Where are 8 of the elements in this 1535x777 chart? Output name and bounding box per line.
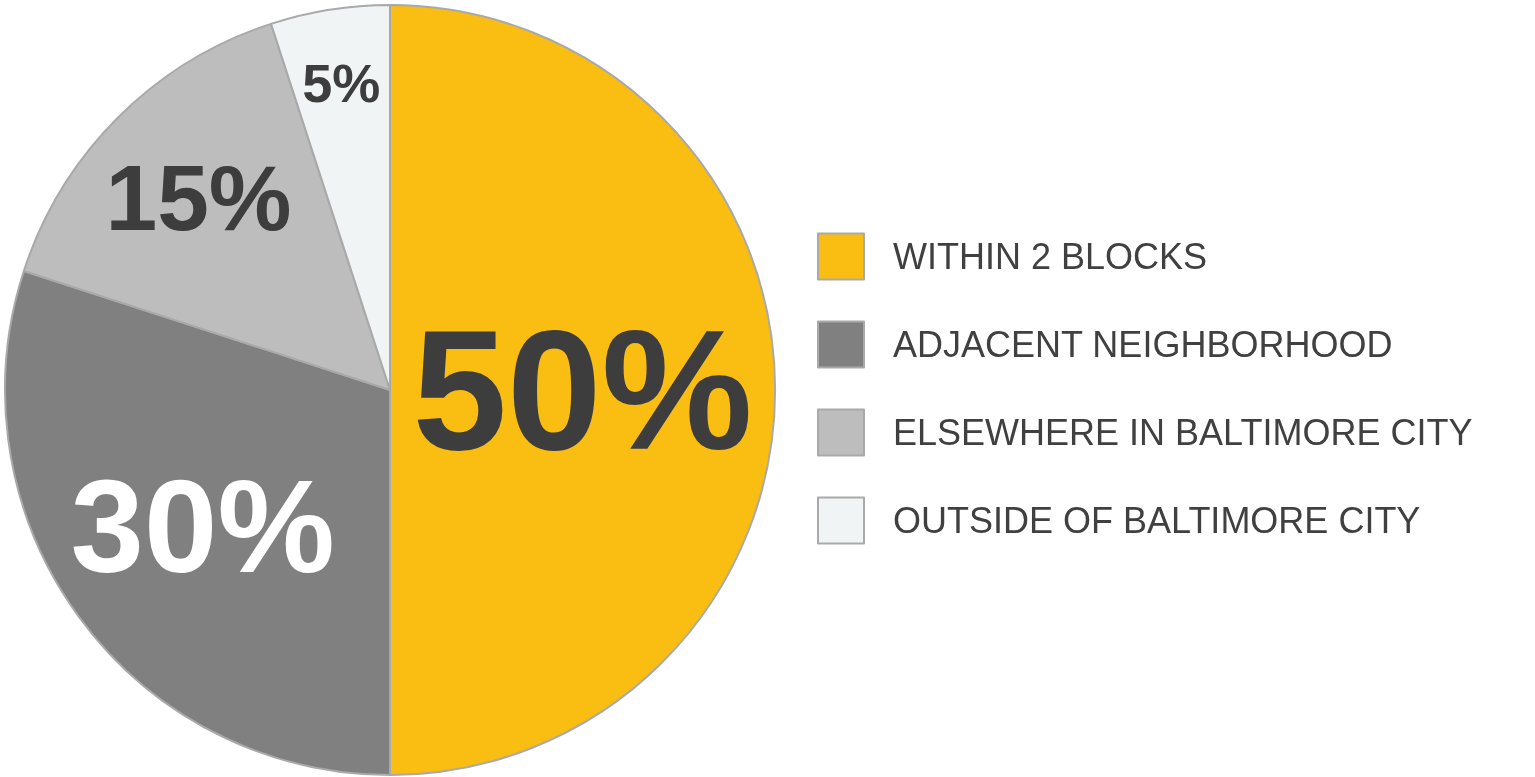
data-label: 15% [105, 146, 292, 251]
legend-label: OUTSIDE OF BALTIMORE CITY [893, 500, 1421, 541]
data-label: 30% [70, 452, 335, 600]
data-label: 5% [302, 52, 381, 113]
data-label: 50% [412, 295, 753, 485]
legend-label: ELSEWHERE IN BALTIMORE CITY [893, 412, 1473, 453]
legend-label: WITHIN 2 BLOCKS [893, 236, 1208, 277]
legend-label: ADJACENT NEIGHBORHOOD [893, 324, 1393, 365]
